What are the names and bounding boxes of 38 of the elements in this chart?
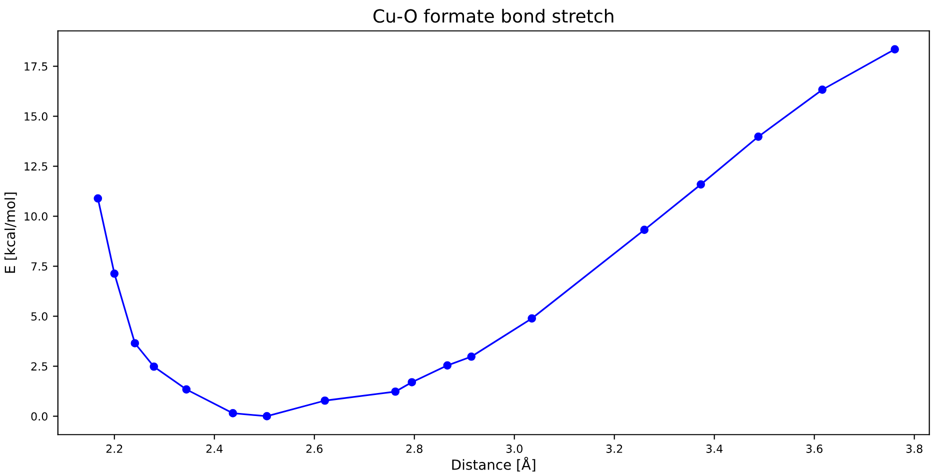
- point: [182, 385, 191, 394]
- x-tick-label: 3.8: [906, 444, 922, 453]
- y-tick-label: 15.0: [24, 112, 48, 121]
- y-tick-label: 2.5: [31, 362, 48, 371]
- x-tick-label: 2.4: [206, 444, 223, 453]
- x-tick-label: 3.2: [606, 444, 622, 453]
- point: [640, 226, 649, 234]
- point: [818, 86, 827, 94]
- point: [391, 387, 400, 396]
- point: [130, 339, 140, 348]
- point: [150, 362, 158, 371]
- x-tick-label: 3.0: [506, 444, 522, 453]
- point: [467, 352, 476, 361]
- x-axis-title: Distance [Å]: [452, 456, 536, 472]
- point: [320, 396, 330, 405]
- x-tick-label: 2.6: [306, 444, 323, 453]
- point: [443, 361, 452, 370]
- y-tick-label: 5.0: [31, 312, 48, 321]
- chart-title: Cu-O formate bond stretch: [373, 8, 614, 23]
- point: [890, 45, 899, 54]
- point: [528, 314, 536, 323]
- y-tick-label: 0.0: [31, 412, 48, 421]
- point: [94, 194, 102, 203]
- point: [696, 180, 706, 189]
- x-tick-label: 2.2: [106, 444, 122, 453]
- point: [754, 132, 763, 141]
- y-tick-label: 17.5: [24, 62, 48, 71]
- y-tick-label: 10.0: [24, 212, 48, 221]
- point: [110, 269, 119, 278]
- x-tick-label: 3.6: [806, 444, 822, 453]
- point: [228, 409, 238, 418]
- y-axis-title: E [kcal/mol]: [4, 192, 17, 273]
- x-tick-label: 2.8: [406, 444, 422, 453]
- point: [262, 412, 272, 420]
- y-tick-label: 7.5: [31, 262, 48, 271]
- y-tick-label: 12.5: [24, 162, 48, 171]
- point: [408, 378, 416, 386]
- x-tick-label: 3.4: [706, 444, 723, 453]
